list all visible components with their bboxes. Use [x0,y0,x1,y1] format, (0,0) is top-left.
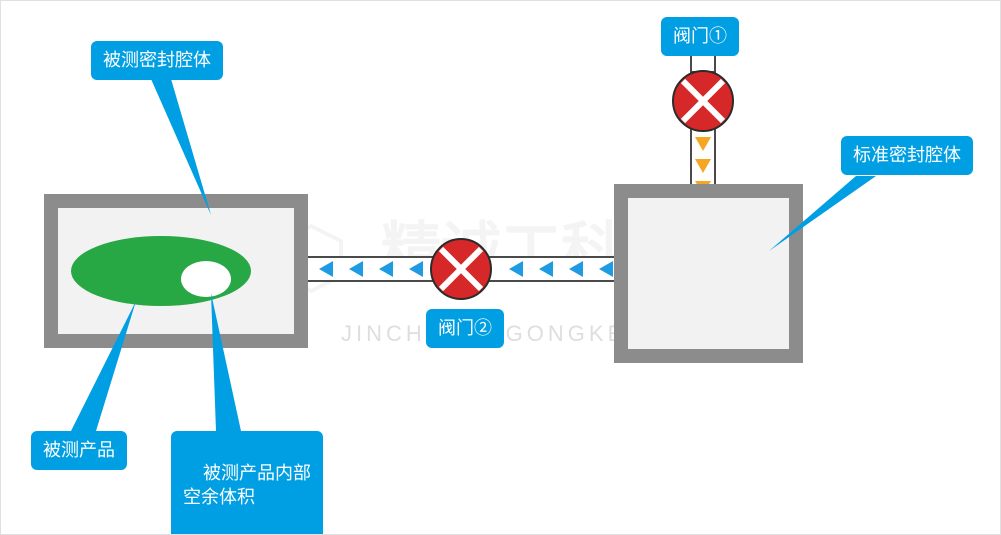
tested-chamber [51,201,301,341]
label-standard-chamber-text: 标准密封腔体 [853,145,961,165]
label-tested-product-void: 被测产品内部 空余体积 [171,431,323,535]
label-valve2: 阀门② [426,309,504,348]
label-valve1: 阀门① [661,17,739,56]
tested-product-void-shape [181,261,231,297]
label-standard-chamber: 标准密封腔体 [841,136,973,175]
label-tested-product: 被测产品 [31,431,127,470]
diagram-canvas: 精诚工科 ® JINCHENG GONGKE [0,0,1001,535]
label-valve2-text: 阀门② [438,318,492,338]
label-tested-chamber-text: 被测密封腔体 [103,50,211,70]
label-void-text: 被测产品内部 空余体积 [183,463,311,506]
valve-1 [673,71,733,131]
label-valve1-text: 阀门① [673,26,727,46]
valve-2 [431,239,491,299]
label-tested-product-text: 被测产品 [43,440,115,460]
standard-chamber [621,191,796,356]
diagram-svg [1,1,1001,535]
label-tested-chamber: 被测密封腔体 [91,41,223,80]
